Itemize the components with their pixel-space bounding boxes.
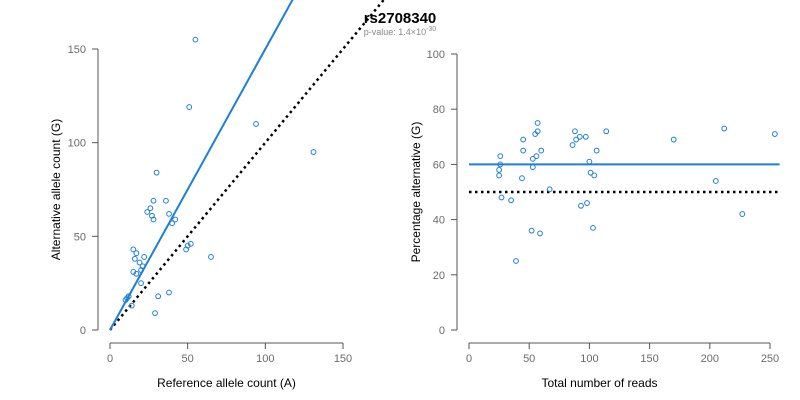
- right-data-point: [520, 147, 527, 154]
- right-data-point: [569, 142, 576, 148]
- right-data-point: [513, 258, 519, 264]
- right-x-tick-label: 250: [761, 353, 779, 365]
- panel-left-scatter: 0 50 100 150 0 50 100 150 Reference allele count…: [49, 0, 386, 390]
- left-data-point: [192, 36, 199, 43]
- right-x-tick-label: 50: [523, 353, 535, 365]
- left-data-point: [152, 310, 158, 317]
- left-data-point: [141, 254, 148, 260]
- right-data-point: [529, 155, 536, 162]
- left-data-point: [128, 302, 135, 309]
- left-data-point: [133, 270, 140, 277]
- right-x-tick-label: 150: [640, 353, 658, 365]
- left-data-point: [166, 210, 172, 217]
- left-data-point: [133, 250, 140, 257]
- subtitle-exponent: -30: [426, 26, 436, 33]
- right-data-point: [576, 133, 583, 140]
- left-data-point: [253, 121, 259, 127]
- subtitle-text: p-value: 1.4×10: [364, 27, 426, 37]
- panel-right-scatter: 0 50 100 150 200 250 0 20 40 60 80 100 Total number …: [409, 49, 780, 390]
- right-data-point: [496, 172, 503, 179]
- left-y-tick-label: 150: [68, 44, 86, 56]
- left-data-point: [166, 289, 172, 296]
- right-data-point: [498, 194, 505, 201]
- right-data-point: [587, 169, 594, 176]
- left-reference-line: [109, 0, 386, 331]
- right-data-point: [529, 164, 536, 171]
- right-y-tick-label: 60: [433, 159, 445, 171]
- left-data-point: [136, 259, 143, 266]
- right-data-point: [739, 211, 746, 217]
- left-data-point: [139, 263, 146, 270]
- right-y-tick-label: 100: [427, 49, 445, 61]
- left-data-point: [147, 205, 154, 212]
- right-data-point: [578, 202, 584, 209]
- left-data-point: [172, 216, 179, 223]
- left-data-point: [131, 255, 138, 262]
- right-data-point: [582, 133, 589, 140]
- right-data-point: [538, 147, 545, 154]
- right-data-point: [546, 186, 553, 193]
- right-data-point: [721, 125, 728, 132]
- left-data-point: [153, 169, 160, 176]
- right-data-point: [591, 172, 598, 179]
- right-y-tick-label: 80: [433, 104, 445, 116]
- right-data-point: [497, 153, 504, 160]
- right-data-point: [534, 120, 541, 126]
- left-data-point: [150, 216, 157, 223]
- right-data-point: [508, 197, 515, 204]
- right-y-tick-label: 40: [433, 215, 445, 227]
- right-data-point: [586, 158, 593, 165]
- right-data-point: [534, 128, 541, 135]
- right-data-point: [537, 230, 543, 237]
- right-x-tick-label: 0: [466, 353, 472, 365]
- left-x-tick-label: 50: [182, 353, 194, 365]
- right-data-point: [520, 136, 527, 143]
- left-data-point: [208, 254, 214, 260]
- right-x-axis-title: Total number of reads: [541, 376, 657, 390]
- left-x-tick-label: 150: [334, 353, 352, 365]
- left-data-point: [150, 197, 157, 204]
- left-data-point: [187, 240, 194, 247]
- chart-title: rs2708340: [364, 10, 437, 27]
- right-data-point: [528, 227, 535, 234]
- right-y-tick-label: 0: [439, 325, 445, 337]
- right-x-tick-label: 200: [701, 353, 719, 365]
- right-data-point: [497, 161, 504, 168]
- right-data-point: [584, 200, 590, 206]
- left-data-point: [144, 209, 151, 215]
- left-data-point: [310, 149, 317, 155]
- right-y-axis-title: Percentage alternative (G): [409, 122, 423, 263]
- right-data-point: [712, 178, 719, 184]
- right-y-tick-label: 20: [433, 270, 445, 282]
- left-data-point: [163, 197, 169, 204]
- left-y-tick-label: 0: [80, 325, 86, 337]
- left-data-point: [169, 220, 176, 227]
- right-data-point: [670, 136, 677, 143]
- left-fit-line: [109, 0, 294, 331]
- left-y-tick-label: 50: [74, 231, 86, 243]
- chart-subtitle: p-value: 1.4×10-30: [364, 26, 437, 37]
- right-data-point: [573, 136, 580, 143]
- right-data-point: [603, 128, 610, 135]
- left-y-axis-title: Alternative allele count (G): [49, 119, 63, 260]
- left-data-point: [125, 293, 132, 300]
- left-data-point: [155, 293, 162, 300]
- right-data-point: [572, 128, 578, 135]
- left-x-axis-title: Reference allele count (A): [157, 376, 296, 390]
- right-data-point: [590, 224, 596, 231]
- left-x-tick-label: 100: [256, 353, 274, 365]
- left-data-point: [186, 104, 193, 110]
- right-data-point: [519, 175, 525, 182]
- right-data-point: [496, 167, 503, 173]
- left-x-tick-label: 0: [107, 353, 113, 365]
- right-data-point: [593, 147, 600, 154]
- left-data-point: [130, 246, 137, 253]
- right-x-tick-label: 100: [580, 353, 598, 365]
- right-data-point: [533, 153, 540, 160]
- left-data-point: [138, 280, 144, 287]
- right-data-point: [771, 131, 778, 137]
- left-y-tick-label: 100: [68, 138, 86, 150]
